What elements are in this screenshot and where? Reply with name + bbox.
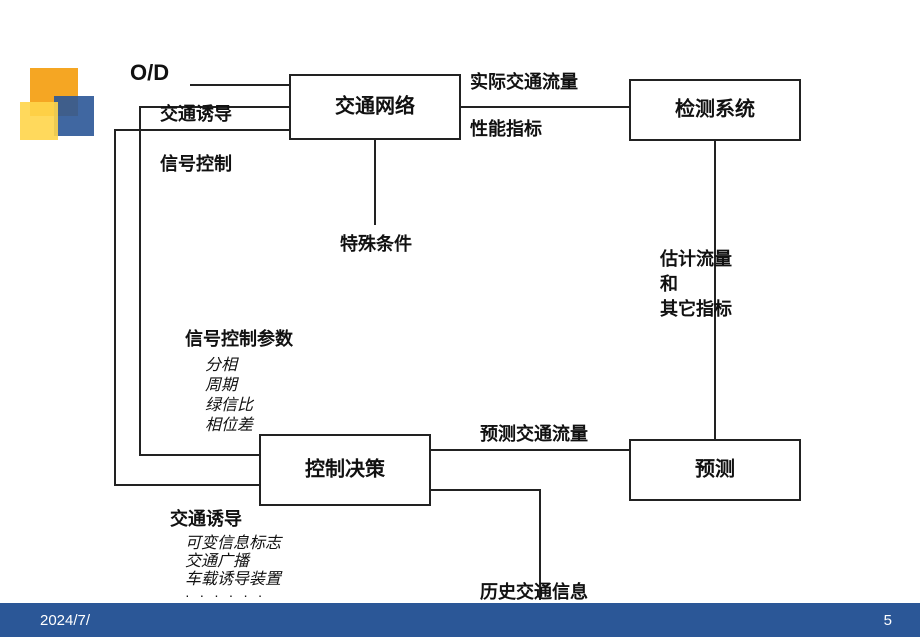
slide-root: 交通网络 检测系统 预测 控制决策 O/D 实际交通流量 [0,0,920,637]
label-historical-info: 历史交通信息 [480,581,588,602]
label-est-flow-1: 估计流量 [659,248,732,269]
node-prediction: 预测 [630,440,800,500]
node-control-decision: 控制决策 [260,435,430,505]
label-tg3: 车载诱导装置 [185,570,283,588]
label-traffic-guidance-top: 交通诱导 [160,103,232,124]
footer-bar: 2024/7/ 5 [0,603,920,637]
node-prediction-label: 预测 [695,457,735,480]
logo-square-yellow [20,102,58,140]
logo-square-blue [54,96,94,136]
label-param3: 绿信比 [205,396,255,414]
label-est-flow-2: 和 [660,274,678,294]
label-perf-index: 性能指标 [470,118,542,139]
label-param2: 周期 [205,376,239,394]
flowchart: 交通网络 检测系统 预测 控制决策 O/D 实际交通流量 [100,40,900,610]
node-detection-system-label: 检测系统 [675,96,755,120]
label-traffic-guidance-bottom: 交通诱导 [170,508,242,529]
label-tg1: 可变信息标志 [185,534,283,552]
edge-feedback-signal [115,130,290,485]
label-est-flow-3: 其它指标 [660,298,732,319]
label-signal-control: 信号控制 [160,153,232,174]
flowchart-svg: 交通网络 检测系统 预测 控制决策 O/D 实际交通流量 [100,40,900,610]
label-tg-dots: · · · · · · [185,587,265,603]
node-detection-system: 检测系统 [630,80,800,140]
node-traffic-network: 交通网络 [290,75,460,139]
label-param4: 相位差 [205,416,255,434]
label-od: O/D [130,60,169,85]
footer-date: 2024/7/ [40,612,90,629]
label-special-conditions: 特殊条件 [340,233,412,254]
node-traffic-network-label: 交通网络 [335,93,415,117]
footer-page-number: 5 [884,612,892,629]
node-control-decision-label: 控制决策 [305,456,386,480]
label-predicted-flow: 预测交通流量 [480,423,588,444]
label-param1: 分相 [205,356,239,374]
label-signal-ctrl-params: 信号控制参数 [185,328,294,349]
label-actual-flow: 实际交通流量 [470,71,578,92]
label-tg2: 交通广播 [185,552,251,570]
